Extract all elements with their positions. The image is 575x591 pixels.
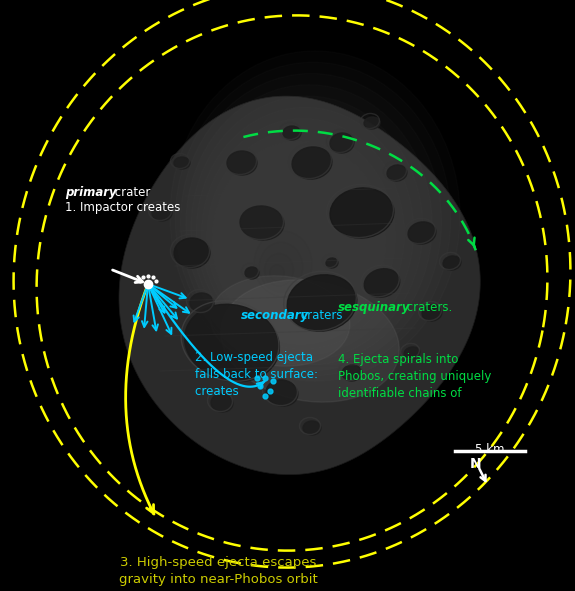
Text: crater: crater [111, 186, 151, 199]
Text: N: N [470, 457, 482, 471]
Text: 5 km: 5 km [476, 443, 505, 456]
Ellipse shape [190, 293, 214, 313]
Text: 4. Ejecta spirals into
Phobos, creating uniquely
identifiable chains of: 4. Ejecta spirals into Phobos, creating … [338, 353, 492, 400]
Text: 1. Impactor creates: 1. Impactor creates [65, 201, 181, 214]
Ellipse shape [174, 238, 210, 268]
Ellipse shape [227, 151, 257, 175]
Ellipse shape [221, 280, 399, 402]
Ellipse shape [283, 126, 301, 140]
Ellipse shape [422, 305, 442, 321]
Text: craters: craters [297, 309, 343, 322]
Ellipse shape [210, 276, 350, 366]
Ellipse shape [326, 258, 338, 268]
Ellipse shape [330, 133, 354, 153]
Ellipse shape [240, 206, 284, 240]
Ellipse shape [342, 365, 362, 381]
Text: 3. High-speed ejecta escapes
gravity into near-Phobos orbit: 3. High-speed ejecta escapes gravity int… [118, 556, 317, 586]
Text: secondary: secondary [241, 309, 309, 322]
Text: sesquinary: sesquinary [338, 301, 411, 314]
Text: craters.: craters. [403, 301, 453, 314]
PathPatch shape [119, 96, 480, 475]
Text: 2. Low-speed ejecta
falls back to surface:
creates: 2. Low-speed ejecta falls back to surfac… [195, 351, 318, 398]
Ellipse shape [174, 157, 190, 169]
Ellipse shape [303, 421, 321, 435]
Ellipse shape [443, 256, 461, 270]
Ellipse shape [330, 188, 394, 238]
Ellipse shape [211, 394, 233, 412]
Ellipse shape [292, 147, 332, 179]
Ellipse shape [387, 165, 407, 181]
Ellipse shape [408, 222, 436, 244]
Ellipse shape [287, 275, 357, 331]
Ellipse shape [364, 117, 380, 129]
Ellipse shape [185, 304, 279, 382]
Ellipse shape [245, 267, 259, 279]
Ellipse shape [404, 347, 420, 359]
Ellipse shape [364, 269, 400, 297]
Text: primary: primary [65, 186, 117, 199]
Ellipse shape [152, 205, 172, 221]
Ellipse shape [266, 380, 298, 406]
